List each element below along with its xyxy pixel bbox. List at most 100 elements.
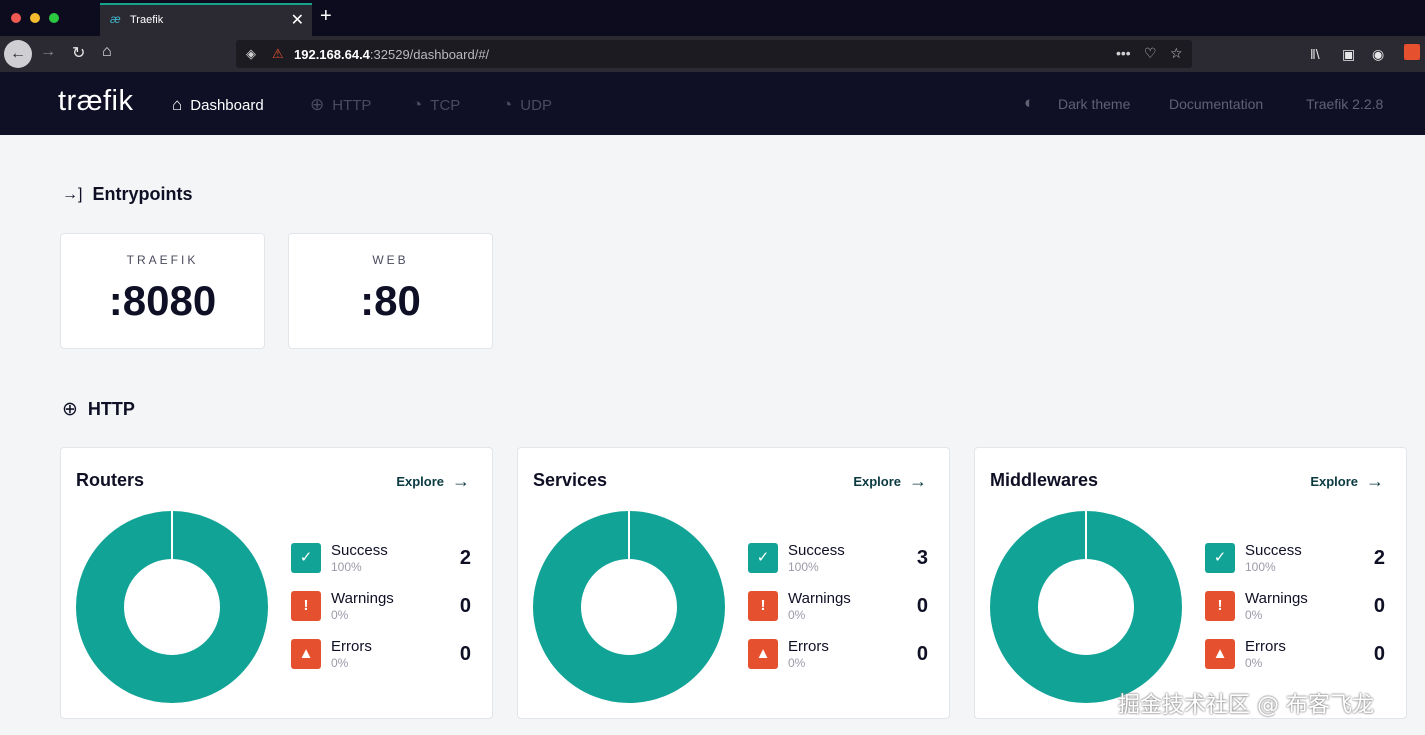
legend-label: Success — [331, 542, 388, 559]
nav-udp[interactable]: ◔ UDP — [502, 95, 552, 115]
nav-label: Dashboard — [190, 96, 264, 114]
card-title: Middlewares — [990, 470, 1099, 490]
reload-icon[interactable]: ↻ — [72, 45, 86, 62]
browser-tab[interactable]: æ Traefik ✕ — [100, 3, 312, 36]
status-donut-chart — [990, 511, 1182, 703]
warning-triangle-icon: ▲ — [748, 639, 778, 669]
legend-success: ✓ Success 100% 2 — [291, 541, 471, 577]
check-circle-icon: ✓ — [291, 543, 321, 573]
legend-label: Errors — [788, 638, 829, 655]
dark-theme-toggle[interactable]: Dark theme — [1058, 96, 1131, 112]
account-icon[interactable]: ◉ — [1372, 46, 1385, 62]
card-title: Services — [533, 470, 608, 490]
nav-label: TCP — [430, 96, 461, 114]
forward-icon[interactable]: → — [40, 43, 56, 60]
watermark: 掘金技术社区 @ 布客飞龙 — [1118, 693, 1374, 718]
explore-link[interactable]: Explore → — [1310, 471, 1384, 492]
more-icon[interactable]: ••• — [1116, 45, 1131, 61]
udp-icon: ◔ — [502, 95, 513, 114]
explore-link[interactable]: Explore → — [396, 471, 470, 492]
section-title: Entrypoints — [92, 184, 193, 204]
legend-label: Warnings — [1245, 590, 1308, 607]
entrypoint-port: :8080 — [108, 277, 217, 324]
home-icon: ⌂ — [172, 95, 183, 114]
sidebar-icon[interactable]: ▣ — [1342, 46, 1356, 62]
legend-count: 0 — [459, 595, 471, 617]
legend-count: 0 — [1373, 643, 1385, 665]
legend-percent: 0% — [788, 608, 806, 622]
nav-dashboard[interactable]: ⌂ Dashboard — [172, 95, 264, 115]
browser-toolbar: ← → ↻ ⌂ ◈ ⚠ 192.168.64.4:32529/dashboard… — [0, 36, 1425, 72]
contrast-icon[interactable]: ◐ — [1024, 93, 1035, 112]
legend-count: 2 — [459, 547, 471, 569]
legend-success: ✓ Success 100% 2 — [1205, 541, 1385, 577]
legend-warnings: ! Warnings 0% 0 — [748, 589, 928, 625]
nav-label: UDP — [520, 96, 552, 114]
legend-label: Warnings — [331, 590, 394, 607]
explore-label: Explore — [853, 474, 901, 489]
home-icon[interactable]: ⌂ — [102, 43, 112, 60]
explore-label: Explore — [396, 474, 444, 489]
nav-label: HTTP — [332, 96, 372, 114]
legend-count: 2 — [1373, 547, 1385, 569]
tab-title: Traefik — [130, 14, 164, 26]
browser-tab-bar: æ Traefik ✕ + — [0, 0, 1425, 36]
legend-percent: 100% — [331, 560, 362, 574]
legend-count: 0 — [916, 595, 928, 617]
legend-label: Success — [1245, 542, 1302, 559]
legend-percent: 100% — [788, 560, 819, 574]
status-donut-chart — [76, 511, 268, 703]
stat-card-routers: Routers Explore → ✓ Success 100% 2 ! War… — [60, 447, 493, 719]
legend-label: Errors — [331, 638, 372, 655]
minimize-window-button[interactable] — [30, 13, 40, 23]
globe-icon: ⊕ — [62, 399, 78, 420]
legend-percent: 0% — [1245, 656, 1263, 670]
warning-triangle-icon: ▲ — [1205, 639, 1235, 669]
lock-warning-icon[interactable]: ⚠ — [272, 46, 284, 61]
card-title: Routers — [76, 470, 145, 490]
arrow-right-icon: → — [909, 471, 927, 491]
app-header: træfik ⌂ Dashboard ⊕ HTTP ◔ TCP ◔ UDP ◐ … — [0, 72, 1425, 135]
nav-tcp[interactable]: ◔ TCP — [412, 95, 460, 115]
close-window-button[interactable] — [11, 13, 21, 23]
zoom-window-button[interactable] — [49, 13, 59, 23]
arrow-right-icon: → — [1366, 471, 1384, 491]
legend-success: ✓ Success 100% 3 — [748, 541, 928, 577]
legend-errors: ▲ Errors 0% 0 — [291, 637, 471, 673]
url-bar[interactable]: ◈ ⚠ 192.168.64.4:32529/dashboard/#/ ••• … — [236, 40, 1192, 68]
entrypoint-port: :80 — [360, 277, 421, 324]
legend-label: Errors — [1245, 638, 1286, 655]
section-title: HTTP — [87, 399, 135, 419]
legend-label: Warnings — [788, 590, 851, 607]
legend-percent: 0% — [331, 656, 349, 670]
exclamation-icon: ! — [291, 591, 321, 621]
exclamation-icon: ! — [1205, 591, 1235, 621]
nav-http[interactable]: ⊕ HTTP — [310, 95, 371, 115]
check-circle-icon: ✓ — [748, 543, 778, 573]
legend-errors: ▲ Errors 0% 0 — [748, 637, 928, 673]
legend-count: 3 — [916, 547, 928, 569]
entrypoint-card-traefik: TRAEFIK :8080 — [60, 233, 265, 349]
pocket-icon[interactable]: ♡ — [1144, 45, 1157, 61]
arrow-right-icon: → — [452, 471, 470, 491]
traefik-logo[interactable]: træfik — [58, 85, 134, 117]
star-icon[interactable]: ☆ — [1170, 45, 1183, 61]
check-circle-icon: ✓ — [1205, 543, 1235, 573]
legend-warnings: ! Warnings 0% 0 — [291, 589, 471, 625]
version-label: Traefik 2.2.8 — [1306, 96, 1384, 112]
legend-errors: ▲ Errors 0% 0 — [1205, 637, 1385, 673]
new-tab-button[interactable]: + — [320, 5, 332, 27]
legend-label: Success — [788, 542, 845, 559]
explore-link[interactable]: Explore → — [853, 471, 927, 492]
documentation-link[interactable]: Documentation — [1169, 96, 1264, 112]
extension-icon[interactable] — [1404, 44, 1420, 60]
tab-close-icon[interactable]: ✕ — [290, 12, 304, 29]
legend-warnings: ! Warnings 0% 0 — [1205, 589, 1385, 625]
library-icon[interactable]: ‖\ — [1310, 46, 1320, 62]
url-text[interactable]: 192.168.64.4:32529/dashboard/#/ — [294, 47, 490, 62]
legend-percent: 100% — [1245, 560, 1276, 574]
legend-count: 0 — [459, 643, 471, 665]
shield-icon[interactable]: ◈ — [246, 46, 256, 61]
back-icon[interactable]: ← — [4, 40, 32, 68]
tcp-icon: ◔ — [412, 95, 423, 114]
